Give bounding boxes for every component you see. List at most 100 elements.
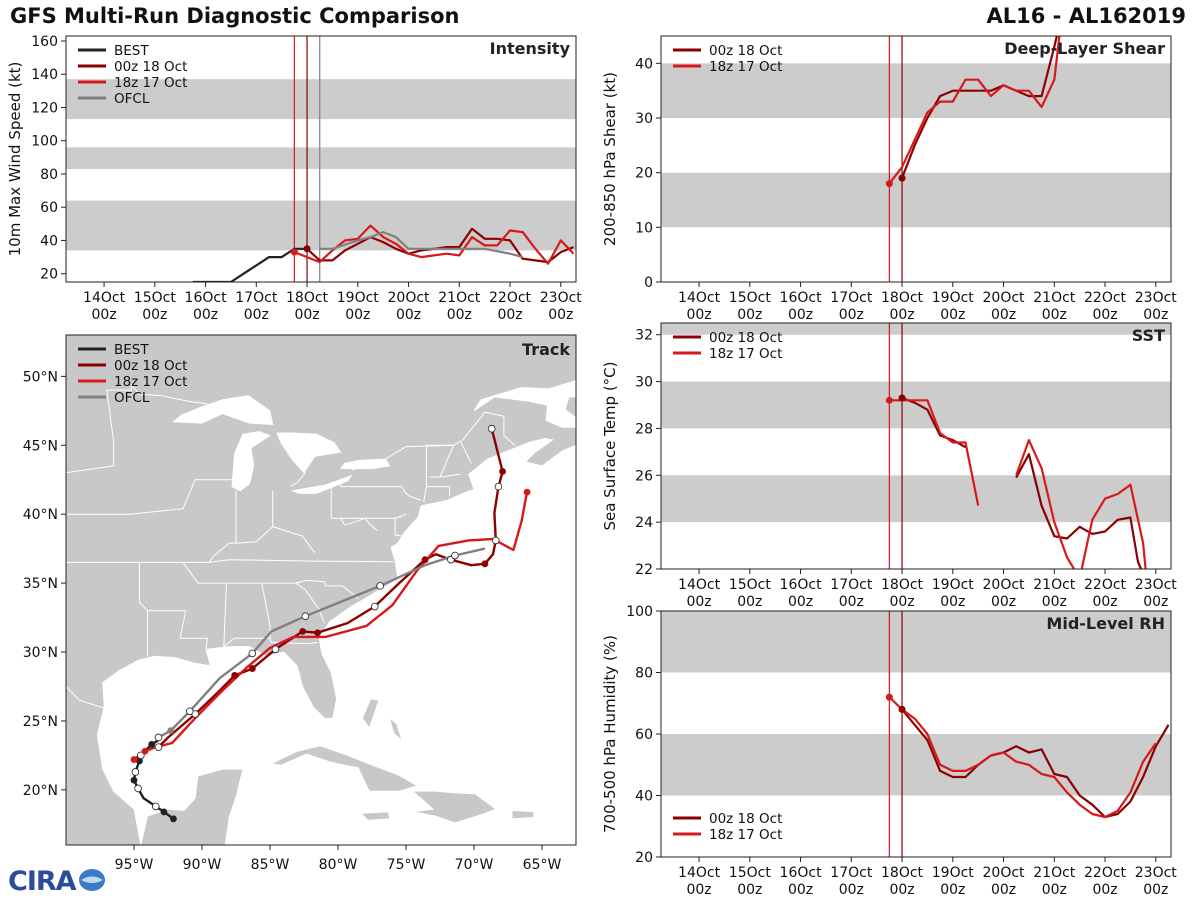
track-point-best [134,784,142,793]
shear-xtick-day: 14Oct [678,290,721,306]
state-border [439,473,461,478]
intensity-ytick-label: 100 [31,134,58,150]
north-america-land [66,335,576,845]
intensity-xtick-hour: 00z [548,307,573,323]
intensity-xtick-day: 15Oct [134,290,177,306]
shear-init-marker-run00 [898,174,906,182]
sst-ytick-label: 28 [635,421,653,437]
shear-xtick-day: 22Oct [1084,290,1127,306]
rh-xtick-hour: 00z [940,882,965,898]
rh-xtick-day: 23Oct [1135,865,1178,881]
shear-xtick-hour: 00z [1092,307,1117,323]
shear-ytick-label: 10 [635,220,653,236]
track-ytick-label: 35°N [23,576,58,592]
sst-xtick-hour: 00z [788,594,813,610]
shear-title: Deep-Layer Shear [1004,39,1165,58]
intensity-legend-label: 18z 17 Oct [114,75,187,91]
sst-ytick-label: 22 [635,562,653,578]
track-ytick-label: 50°N [23,369,58,385]
intensity-xtick-day: 19Oct [337,290,380,306]
track-point-ofcl [451,551,459,560]
intensity-series-run18 [293,224,575,265]
shear-xtick-day: 19Oct [932,290,975,306]
shear-xtick-day: 20Oct [983,290,1026,306]
track-xtick-label: 75°W [387,857,426,873]
intensity-title: Intensity [490,39,571,58]
track-point-run00 [271,645,280,654]
shear-xtick-hour: 00z [839,307,864,323]
rh-band [661,611,1171,673]
state-border [66,383,208,474]
rh-ylabel: 700-500 hPa Humidity (%) [601,635,619,833]
track-legend-label: OFCL [114,390,150,406]
sst-xtick-day: 20Oct [983,577,1026,593]
state-border [340,482,422,501]
intensity-init-marker-run18 [290,248,298,256]
rh-xtick-day: 14Oct [678,865,721,881]
intensity-ytick-label: 40 [40,233,58,249]
track-ytick-label: 20°N [23,783,58,799]
shear-chart: 01020304014Oct00z15Oct00z16Oct00z17Oct00… [601,35,1177,323]
intensity-ytick-label: 140 [31,67,58,83]
sst-xtick-hour: 00z [686,594,711,610]
sst-ytick-label: 24 [635,515,653,531]
track-point-ofcl [248,649,257,658]
sst-xtick-hour: 00z [737,594,762,610]
state-border [179,610,208,650]
state-border [330,486,407,519]
intensity-legend-label: OFCL [114,91,150,107]
rh-init-marker-run18 [885,693,893,701]
sst-xtick-day: 22Oct [1084,577,1127,593]
mexico-central-america-land [66,768,576,845]
shear-xtick-hour: 00z [737,307,762,323]
rh-xtick-hour: 00z [686,882,711,898]
track-point-best [170,815,177,823]
logo-wordmark: CIRA [8,866,77,896]
track-plot-area [66,335,576,845]
shear-ytick-label: 0 [644,275,653,291]
track-point-ofcl [376,582,384,590]
state-border [295,582,325,624]
intensity-ytick-label: 80 [40,167,58,183]
shear-ytick-label: 20 [635,166,653,182]
bahamas-land [362,698,380,729]
track-ytick-label: 30°N [23,645,58,661]
hispaniola-land [411,790,497,824]
rh-xtick-day: 20Oct [983,865,1026,881]
sst-init-marker-run18 [885,396,893,404]
track-point-best [137,751,145,760]
rh-title: Mid-Level RH [1046,614,1165,633]
rh-xtick-hour: 00z [737,882,762,898]
sst-ytick-label: 30 [635,375,653,391]
rh-plot-area [661,611,1171,857]
rh-ytick-label: 100 [626,604,653,620]
sst-ytick-label: 26 [635,468,653,484]
rh-ytick-label: 20 [635,850,653,866]
shear-ytick-label: 40 [635,56,653,72]
track-point-ofcl [301,612,310,620]
rh-xtick-day: 18Oct [881,865,924,881]
shear-legend-label: 18z 17 Oct [709,59,782,75]
shear-xtick-hour: 00z [1042,307,1067,323]
track-point-run00 [481,560,489,568]
track-map: 95°W 90°W 85°W 80°W 75°W 70°W 65°W 20°N 25°N 30°N… [23,334,577,873]
track-point-best [130,776,138,784]
shear-xtick-hour: 00z [889,307,914,323]
sst-init-marker-run00 [898,394,906,402]
state-border [261,583,318,645]
rh-xtick-hour: 00z [1092,882,1117,898]
track-point-run00 [487,424,496,433]
sst-band [661,381,1171,429]
track-point-best [148,740,156,748]
sst-xtick-day: 18Oct [881,577,924,593]
intensity-xtick-hour: 00z [294,307,319,323]
intensity-xtick-hour: 00z [91,307,116,323]
rh-xtick-day: 21Oct [1033,865,1076,881]
sst-xtick-hour: 00z [839,594,864,610]
rh-xtick-day: 19Oct [932,865,975,881]
track-point-best [151,802,160,811]
intensity-xtick-day: 22Oct [489,290,532,306]
track-point-best [160,808,168,816]
intensity-series-ofcl [319,231,523,259]
sst-xtick-day: 23Oct [1135,577,1178,593]
